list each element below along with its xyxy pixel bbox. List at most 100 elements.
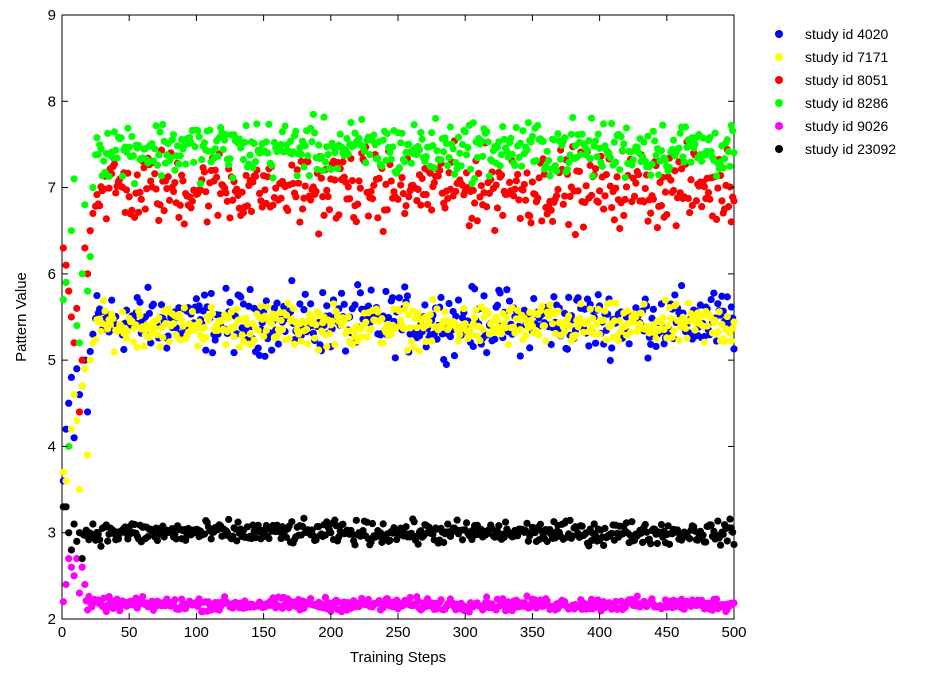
legend-label: study id 9026 — [805, 117, 889, 134]
data-point — [515, 153, 523, 162]
data-point — [208, 349, 217, 357]
data-point — [437, 596, 445, 604]
data-point — [196, 180, 205, 188]
data-point — [414, 309, 422, 317]
data-point — [235, 343, 244, 351]
legend-item: study id 9026 — [775, 114, 896, 137]
data-point — [78, 555, 86, 563]
data-point — [198, 155, 206, 164]
data-point — [493, 301, 502, 309]
data-point — [333, 164, 342, 173]
data-point — [304, 340, 312, 348]
data-point — [522, 331, 530, 340]
data-point — [169, 187, 178, 196]
data-point — [333, 158, 342, 167]
data-point — [212, 173, 221, 181]
data-point — [268, 346, 276, 354]
data-point — [307, 300, 315, 308]
data-point — [583, 146, 592, 154]
data-point — [274, 340, 282, 348]
data-point — [600, 205, 608, 213]
data-point — [428, 337, 436, 345]
data-point — [132, 321, 140, 329]
data-point — [589, 314, 597, 323]
data-point — [157, 301, 166, 309]
data-point — [550, 136, 558, 144]
data-point — [229, 174, 237, 182]
data-point — [669, 186, 678, 195]
data-point — [298, 205, 307, 213]
data-point — [246, 151, 254, 159]
data-point — [579, 223, 588, 231]
data-point — [445, 154, 453, 162]
data-point — [672, 222, 680, 230]
data-point — [165, 196, 174, 204]
data-point — [414, 540, 422, 548]
data-point — [723, 136, 731, 144]
data-point — [312, 187, 320, 196]
data-point — [178, 171, 186, 179]
data-point — [285, 335, 293, 343]
data-point — [401, 209, 409, 218]
data-point — [644, 217, 652, 225]
data-point — [665, 540, 674, 548]
data-point — [671, 167, 679, 175]
data-point — [716, 541, 725, 549]
data-point — [563, 345, 571, 353]
data-point — [321, 158, 330, 166]
data-point — [468, 535, 476, 544]
data-point — [351, 301, 359, 309]
data-point — [471, 285, 479, 293]
data-point — [319, 167, 327, 175]
data-point — [239, 208, 248, 217]
data-point — [484, 309, 492, 318]
data-point — [527, 316, 535, 324]
data-point — [277, 194, 285, 202]
data-point — [508, 304, 516, 312]
data-point — [657, 202, 666, 210]
data-point — [397, 181, 405, 189]
data-point — [216, 190, 225, 198]
data-point — [260, 332, 268, 341]
data-point — [561, 134, 569, 142]
data-point — [702, 538, 710, 546]
data-point — [230, 348, 238, 357]
data-point — [171, 179, 179, 187]
data-point — [585, 137, 593, 145]
data-point — [480, 604, 488, 612]
data-point — [433, 147, 441, 155]
legend-marker — [775, 29, 783, 38]
series-study-id-9026 — [59, 555, 738, 616]
data-point — [355, 177, 363, 185]
data-point — [505, 178, 514, 187]
data-point — [519, 127, 527, 135]
data-point — [116, 607, 124, 615]
data-point — [719, 164, 727, 172]
data-point — [461, 128, 469, 136]
data-point — [622, 519, 631, 527]
data-point — [159, 120, 167, 129]
data-point — [663, 210, 671, 219]
data-point — [59, 296, 67, 304]
data-point — [366, 151, 374, 159]
data-point — [128, 132, 136, 141]
data-point — [337, 289, 346, 297]
data-point — [418, 174, 426, 183]
data-point — [640, 300, 648, 308]
data-point — [578, 522, 586, 530]
data-point — [440, 148, 448, 156]
data-point — [598, 162, 606, 170]
data-point — [687, 176, 695, 184]
data-point — [382, 156, 390, 165]
data-point — [542, 337, 550, 345]
data-point — [499, 123, 507, 131]
data-point — [509, 323, 518, 331]
data-point — [395, 164, 403, 172]
data-point — [601, 192, 609, 200]
data-point — [554, 185, 562, 194]
data-point — [149, 300, 157, 308]
data-point — [575, 167, 584, 176]
data-point — [557, 155, 565, 163]
data-point — [130, 213, 139, 221]
data-point — [456, 330, 464, 339]
